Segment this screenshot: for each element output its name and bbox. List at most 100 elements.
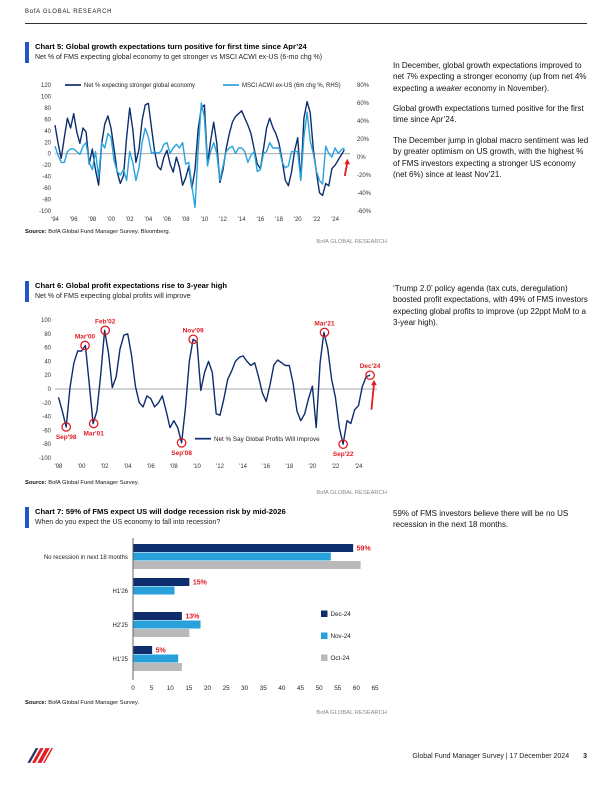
svg-text:'22: '22 [312, 217, 320, 223]
svg-text:'94: '94 [51, 217, 59, 223]
svg-text:'98: '98 [88, 217, 96, 223]
svg-text:120: 120 [41, 83, 52, 89]
svg-text:'18: '18 [275, 217, 283, 223]
svg-text:-20: -20 [42, 163, 51, 169]
svg-text:'20: '20 [294, 217, 302, 223]
svg-text:MSCI ACWI ex-US (6m chg %, RHS: MSCI ACWI ex-US (6m chg %, RHS) [242, 83, 341, 89]
footer-doc-title: Global Fund Manager Survey | 17 December… [412, 753, 570, 760]
svg-text:5: 5 [150, 685, 154, 692]
svg-text:80%: 80% [357, 83, 370, 89]
svg-text:-100: -100 [39, 209, 52, 215]
svg-text:'96: '96 [70, 217, 78, 223]
chart7-commentary: 59% of FMS investors believe there will … [393, 508, 589, 540]
svg-text:'12: '12 [219, 217, 227, 223]
chart5-title: Chart 5: Global growth expectations turn… [35, 42, 307, 51]
svg-text:30: 30 [241, 685, 249, 692]
chart6-brand: BofA GLOBAL RESEARCH [316, 489, 387, 496]
svg-text:'22: '22 [332, 464, 340, 470]
chart7-source-text: BofA Global Fund Manager Survey. [46, 699, 139, 706]
chart6-source-label: Source: [25, 479, 47, 486]
chart7-source: Source: BofA Global Fund Manager Survey. [25, 700, 387, 706]
svg-text:25: 25 [223, 685, 231, 692]
c6-paragraph-1: ‘Trump 2.0’ policy agenda (tax cuts, der… [393, 284, 588, 328]
chart5-panel: Chart 5: Global growth expectations turn… [25, 42, 387, 245]
svg-text:0: 0 [48, 387, 52, 393]
svg-text:'98: '98 [55, 464, 63, 470]
chart7-subtitle: When do you expect the US economy to fal… [35, 519, 221, 527]
svg-text:'14: '14 [238, 217, 246, 223]
svg-text:-80: -80 [42, 442, 51, 448]
svg-text:'16: '16 [256, 217, 264, 223]
svg-text:100: 100 [41, 318, 52, 324]
svg-text:Sep'22: Sep'22 [333, 451, 354, 458]
c7-paragraph-1: 59% of FMS investors believe there will … [393, 509, 569, 530]
svg-text:65: 65 [371, 685, 379, 692]
chart7-brand: BofA GLOBAL RESEARCH [316, 709, 387, 716]
svg-text:55: 55 [334, 685, 342, 692]
svg-text:13%: 13% [185, 613, 200, 620]
chart6-title-marker [25, 281, 29, 302]
bofa-logo-icon [27, 748, 53, 763]
svg-text:'00: '00 [107, 217, 115, 223]
footer-right: Global Fund Manager Survey | 17 December… [412, 753, 587, 760]
svg-text:'12: '12 [216, 464, 224, 470]
c5-paragraph-1: In December, global growth expectations … [393, 60, 589, 94]
svg-text:60%: 60% [357, 101, 370, 107]
svg-text:'06: '06 [163, 217, 171, 223]
svg-text:H2'25: H2'25 [113, 623, 129, 629]
svg-text:'06: '06 [147, 464, 155, 470]
svg-text:40: 40 [278, 685, 286, 692]
chart7-title-marker [25, 507, 29, 528]
svg-text:Dec'24: Dec'24 [360, 363, 381, 370]
chart5-subtitle: Net % of FMS expecting global economy to… [35, 54, 323, 62]
chart5-source-label: Source: [25, 228, 47, 235]
svg-text:'08: '08 [170, 464, 178, 470]
svg-text:-20%: -20% [357, 173, 372, 179]
svg-text:Mar'00: Mar'00 [75, 333, 96, 340]
chart6-source: Source: BofA Global Fund Manager Survey. [25, 480, 387, 486]
svg-text:'08: '08 [182, 217, 190, 223]
svg-text:'14: '14 [239, 464, 247, 470]
svg-text:'24: '24 [331, 217, 339, 223]
svg-text:'10: '10 [193, 464, 201, 470]
svg-text:0: 0 [48, 151, 52, 157]
svg-text:0%: 0% [357, 155, 366, 161]
svg-text:No recession in next 18 months: No recession in next 18 months [44, 555, 128, 561]
svg-text:Sep'08: Sep'08 [171, 450, 192, 457]
svg-text:Nov'09: Nov'09 [183, 327, 204, 334]
chart6-commentary: ‘Trump 2.0’ policy agenda (tax cuts, der… [393, 283, 589, 337]
svg-text:Nov-24: Nov-24 [331, 633, 352, 640]
svg-text:15: 15 [185, 685, 193, 692]
svg-text:-60%: -60% [357, 209, 372, 215]
svg-text:Oct-24: Oct-24 [331, 655, 350, 662]
chart7-canvas: No recession in next 18 months 59% H1'26 15… [44, 537, 379, 692]
svg-text:45: 45 [297, 685, 305, 692]
c5-paragraph-3: The December jump in global macro sentim… [393, 135, 589, 179]
svg-text:-40: -40 [42, 174, 51, 180]
svg-text:20: 20 [204, 685, 212, 692]
svg-text:'02: '02 [126, 217, 134, 223]
svg-text:'02: '02 [101, 464, 109, 470]
header-divider [25, 23, 587, 24]
chart5-title-block: Chart 5: Global growth expectations turn… [25, 42, 387, 63]
chart5-title-marker [25, 42, 29, 63]
chart7-source-label: Source: [25, 699, 47, 706]
svg-text:'24: '24 [355, 464, 363, 470]
svg-text:H1'26: H1'26 [113, 589, 129, 595]
svg-text:-60: -60 [42, 186, 51, 192]
svg-text:40: 40 [44, 129, 51, 135]
svg-text:60: 60 [44, 117, 51, 123]
svg-text:40%: 40% [357, 119, 370, 125]
chart5-brand: BofA GLOBAL RESEARCH [316, 238, 387, 245]
svg-text:'16: '16 [262, 464, 270, 470]
svg-text:20: 20 [44, 373, 51, 379]
svg-text:80: 80 [44, 106, 51, 112]
svg-text:Net % expecting stronger globa: Net % expecting stronger global economy [84, 83, 195, 89]
svg-text:0: 0 [131, 685, 135, 692]
svg-text:Dec-24: Dec-24 [331, 611, 352, 618]
svg-text:'00: '00 [78, 464, 86, 470]
chart7-title-block: Chart 7: 59% of FMS expect US will dodge… [25, 507, 387, 528]
svg-text:Mar'01: Mar'01 [83, 430, 104, 437]
svg-text:35: 35 [260, 685, 268, 692]
